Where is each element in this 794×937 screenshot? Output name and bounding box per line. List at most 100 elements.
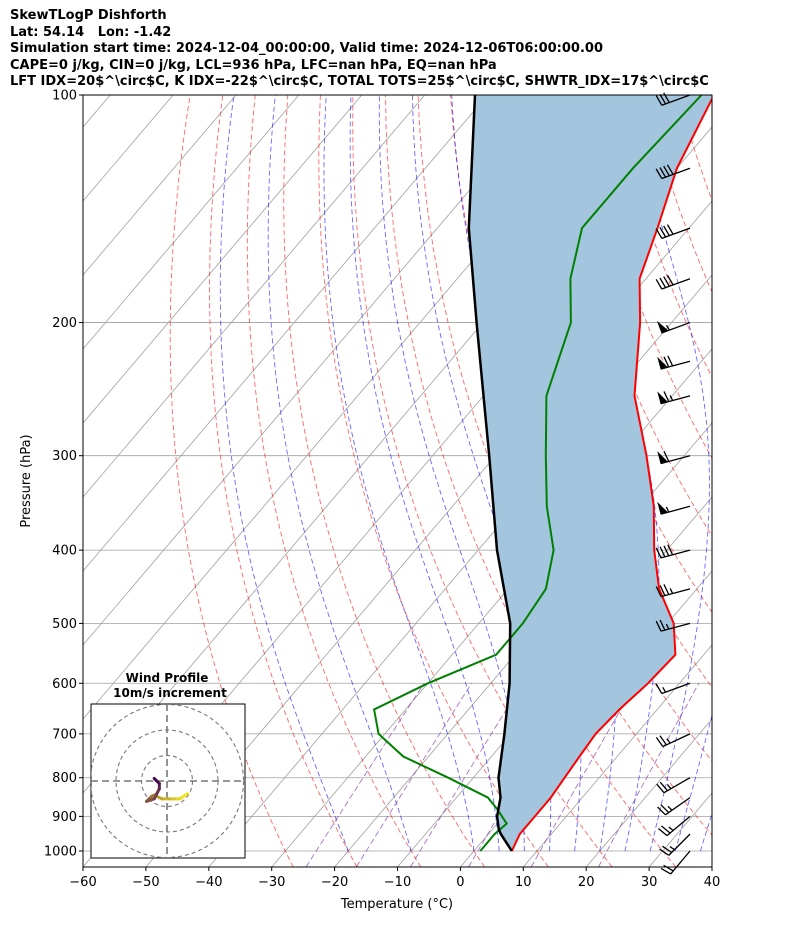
y-tick-label: 1000 bbox=[44, 844, 77, 859]
wind-barb bbox=[655, 544, 691, 559]
y-tick-label: 300 bbox=[52, 449, 77, 464]
barb-full bbox=[655, 683, 663, 694]
barb-half bbox=[665, 506, 670, 513]
chart-header: SkewTLogP Dishforth Lat: 54.14 Lon: -1.4… bbox=[10, 8, 709, 91]
barb-full bbox=[667, 355, 674, 367]
barb-full bbox=[667, 544, 674, 556]
moist-adiabat bbox=[323, 95, 475, 852]
barb-staff bbox=[662, 733, 691, 748]
barb-full bbox=[659, 619, 666, 631]
x-axis-label: Temperature (°C) bbox=[340, 897, 453, 912]
moist-adiabat bbox=[219, 95, 349, 852]
barb-full bbox=[666, 274, 674, 286]
location-line: Lat: 54.14 Lon: -1.42 bbox=[10, 24, 172, 40]
barb-full bbox=[658, 828, 668, 837]
barb-full bbox=[662, 845, 672, 854]
barb-staff bbox=[665, 797, 691, 816]
barb-full bbox=[663, 356, 670, 368]
wind-barb bbox=[655, 224, 691, 239]
axes: −60 −50 −40 −30 −20 −10 0 10 20 30 40 100 200 300 400 5… bbox=[44, 89, 720, 891]
mixing-ratio-line bbox=[305, 683, 425, 867]
isotherm-line bbox=[334, 422, 712, 867]
moist-adiabat bbox=[412, 95, 552, 852]
x-tick-label: 40 bbox=[704, 875, 721, 890]
barb-full bbox=[655, 228, 663, 239]
dry-adiabat bbox=[283, 95, 485, 867]
y-tick-label: 500 bbox=[52, 617, 77, 632]
wind-barb bbox=[657, 501, 691, 515]
dry-adiabat bbox=[169, 95, 294, 867]
moist-adiabat bbox=[349, 95, 500, 852]
barb-half bbox=[669, 588, 674, 594]
mixing-ratio-line bbox=[410, 683, 523, 867]
barb-half bbox=[662, 687, 667, 693]
barb-staff bbox=[660, 622, 691, 632]
x-tick-label: 30 bbox=[641, 875, 658, 890]
barb-full bbox=[659, 227, 667, 238]
dry-adiabat bbox=[645, 95, 712, 293]
wind-barb bbox=[655, 584, 691, 598]
indices-line: LFT IDX=20$^\circ$C, K IDX=-22$^\circ$C,… bbox=[10, 74, 709, 89]
hodograph-segment bbox=[152, 776, 159, 783]
barb-half bbox=[668, 826, 674, 832]
barb-full bbox=[655, 547, 662, 559]
barb-full bbox=[657, 806, 666, 816]
params-line: CAPE=0 j/kg, CIN=0 j/kg, LCL=936 hPa, LF… bbox=[10, 57, 497, 73]
wind-barb bbox=[655, 682, 691, 695]
isotherm-line bbox=[83, 95, 426, 498]
barb-full bbox=[659, 546, 666, 558]
x-tick-label: −40 bbox=[195, 875, 222, 890]
y-tick-label: 800 bbox=[52, 771, 77, 786]
barb-staff bbox=[660, 549, 691, 559]
dry-adiabat bbox=[776, 95, 794, 867]
barb-full bbox=[659, 781, 668, 792]
wind-barbs bbox=[655, 92, 691, 875]
barb-staff bbox=[661, 682, 691, 695]
y-tick-label: 900 bbox=[52, 810, 77, 825]
isotherm-line bbox=[83, 95, 551, 646]
dry-adiabat bbox=[678, 95, 712, 202]
barb-full bbox=[663, 276, 670, 287]
isotherm-line bbox=[83, 95, 488, 572]
barb-full bbox=[659, 167, 667, 178]
wind-barb bbox=[659, 833, 691, 856]
barb-full bbox=[663, 864, 674, 872]
mixing-ratio-line bbox=[530, 683, 637, 867]
wind-barb bbox=[655, 274, 691, 290]
barb-staff bbox=[661, 94, 691, 106]
barb-full bbox=[656, 783, 665, 794]
moist-adiabat bbox=[628, 95, 710, 852]
x-tick-label: 0 bbox=[456, 875, 464, 890]
mixing-ratio-line bbox=[355, 683, 472, 867]
dry-adiabat bbox=[482, 95, 712, 688]
x-tick-label: −20 bbox=[321, 875, 348, 890]
hodograph-inset: Wind Profile 10m/s increment bbox=[90, 671, 246, 859]
barb-full bbox=[663, 545, 670, 557]
wind-barb bbox=[660, 850, 691, 875]
barb-staff bbox=[661, 167, 691, 180]
barb-full bbox=[660, 804, 670, 813]
x-tick-label: 20 bbox=[578, 875, 595, 890]
moist-adiabat bbox=[267, 95, 412, 852]
barb-flag bbox=[657, 501, 669, 515]
x-tick-label: −60 bbox=[69, 875, 96, 890]
barb-full bbox=[663, 451, 670, 462]
wind-barb bbox=[657, 797, 691, 816]
barb-full bbox=[655, 279, 663, 290]
dry-adiabat bbox=[744, 95, 794, 867]
y-tick-label: 400 bbox=[52, 544, 77, 559]
y-tick-label: 700 bbox=[52, 727, 77, 742]
dry-adiabat bbox=[352, 95, 613, 867]
barb-full bbox=[655, 168, 663, 179]
isotherm-line bbox=[711, 866, 712, 867]
hodograph-title: Wind Profile bbox=[126, 671, 209, 685]
wind-barb bbox=[655, 164, 691, 180]
hodograph-segment bbox=[178, 792, 189, 801]
x-tick-label: 10 bbox=[515, 875, 532, 890]
barb-full bbox=[666, 164, 674, 175]
dry-adiabat bbox=[417, 95, 712, 836]
isotherm-line bbox=[83, 95, 237, 276]
barb-full bbox=[663, 92, 670, 103]
y-tick-label: 100 bbox=[52, 89, 77, 104]
barb-staff bbox=[661, 278, 691, 290]
